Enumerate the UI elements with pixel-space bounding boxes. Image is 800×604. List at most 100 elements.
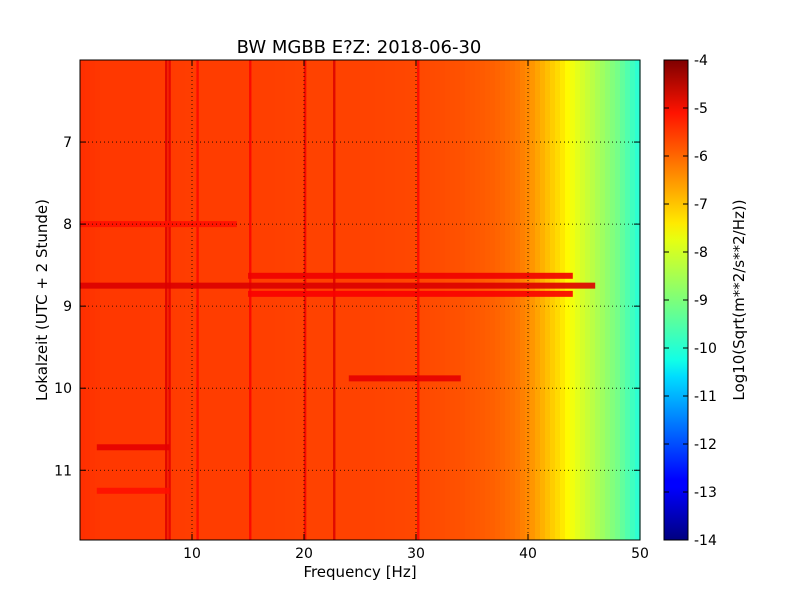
spectrum-column (575, 60, 581, 540)
spectrum-column (235, 60, 241, 540)
spectrum-column (325, 60, 331, 540)
event-band (96, 444, 170, 451)
spectrum-column (360, 60, 366, 540)
spectral-line (165, 60, 168, 540)
spectrum-column (630, 60, 636, 540)
spectrum-column (400, 60, 406, 540)
spectrum-column (80, 60, 86, 540)
spectrum-column (450, 60, 456, 540)
x-tick-label: 20 (295, 546, 313, 562)
spectrum-column (100, 60, 106, 540)
spectrum-column (445, 60, 451, 540)
spectrum-column (535, 60, 541, 540)
spectrum-column (555, 60, 561, 540)
spectrum-column (465, 60, 471, 540)
spectrum-column (490, 60, 496, 540)
spectrum-column (110, 60, 116, 540)
spectrum-column (155, 60, 161, 540)
spectrum-column (530, 60, 536, 540)
spectrum-column (315, 60, 321, 540)
spectral-line (417, 60, 420, 540)
x-tick-label: 10 (183, 546, 201, 562)
colorbar-ticks: -4 -5 -6 -7 -8 -9 -10 -11 -12 -13 -14 (664, 53, 717, 549)
plot-frame (79, 59, 641, 541)
spectrum-column (170, 60, 176, 540)
spectrum-column (510, 60, 516, 540)
x-tick-label: 40 (519, 546, 537, 562)
x-axis-label: Frequency [Hz] (303, 563, 416, 581)
colorbar-tick-label: -11 (694, 389, 717, 405)
y-tick-label: 8 (63, 217, 72, 233)
spectrum-column (365, 60, 371, 540)
spectrum-column (585, 60, 591, 540)
spectrum-column (140, 60, 146, 540)
spectrum-column (375, 60, 381, 540)
spectrum-column (500, 60, 506, 540)
colorbar-label: Log10(Sqrt(m**2/s**2/Hz)) (730, 199, 748, 400)
spectrum-column (240, 60, 246, 540)
spectrogram-heatmap (80, 60, 641, 540)
spectrum-column (340, 60, 346, 540)
spectrum-column (435, 60, 441, 540)
spectrum-column (190, 60, 196, 540)
spectrum-column (85, 60, 91, 540)
x-axis-ticks: 10 20 30 40 50 (183, 60, 649, 562)
spectrum-column (605, 60, 611, 540)
spectrum-column (260, 60, 266, 540)
spectrum-column (145, 60, 151, 540)
spectrum-column (105, 60, 111, 540)
grid-lines (80, 60, 640, 540)
spectrum-column (125, 60, 131, 540)
spectrum-column (475, 60, 481, 540)
y-axis-ticks: 7 8 9 10 11 (54, 135, 640, 479)
spectrum-column (115, 60, 121, 540)
spectrum-column (385, 60, 391, 540)
event-band (348, 375, 461, 382)
spectrum-column (560, 60, 566, 540)
spectrum-column (205, 60, 211, 540)
event-band (248, 272, 573, 279)
spectrum-column (265, 60, 271, 540)
spectrum-column (350, 60, 356, 540)
spectrum-column (355, 60, 361, 540)
colorbar-tick-label: -14 (694, 533, 717, 549)
y-tick-label: 10 (54, 381, 72, 397)
spectrum-column (210, 60, 216, 540)
spectrum-column (495, 60, 501, 540)
spectrum-column (595, 60, 601, 540)
spectrum-column (580, 60, 586, 540)
colorbar-tick-label: -5 (694, 101, 708, 117)
spectrum-column (545, 60, 551, 540)
event-band (248, 290, 573, 297)
colorbar-tick-label: -8 (694, 245, 708, 261)
spectrum-column (370, 60, 376, 540)
spectrum-column (135, 60, 141, 540)
y-axis-label: Lokalzeit (UTC + 2 Stunde) (33, 199, 51, 401)
spectral-line (196, 60, 199, 540)
spectrum-column (320, 60, 326, 540)
colorbar-tick-label: -6 (694, 149, 708, 165)
spectral-line (249, 60, 252, 540)
colorbar-tick-label: -10 (694, 341, 717, 357)
spectrum-column (180, 60, 186, 540)
y-tick-label: 11 (54, 463, 72, 479)
spectral-line (168, 60, 171, 540)
spectrum-column (405, 60, 411, 540)
spectrum-column (620, 60, 626, 540)
spectrum-column (270, 60, 276, 540)
spectrum-column (550, 60, 556, 540)
event-band (96, 487, 170, 494)
spectrum-column (95, 60, 101, 540)
spectrum-column (305, 60, 311, 540)
spectrum-column (290, 60, 296, 540)
spectrum-column (120, 60, 126, 540)
spectrum-column (175, 60, 181, 540)
spectrum-column (420, 60, 426, 540)
y-tick-label: 9 (63, 299, 72, 315)
spectrum-column (255, 60, 261, 540)
spectrum-column (130, 60, 136, 540)
spectrum-column (220, 60, 226, 540)
event-band (80, 282, 596, 289)
spectrum-column (90, 60, 96, 540)
